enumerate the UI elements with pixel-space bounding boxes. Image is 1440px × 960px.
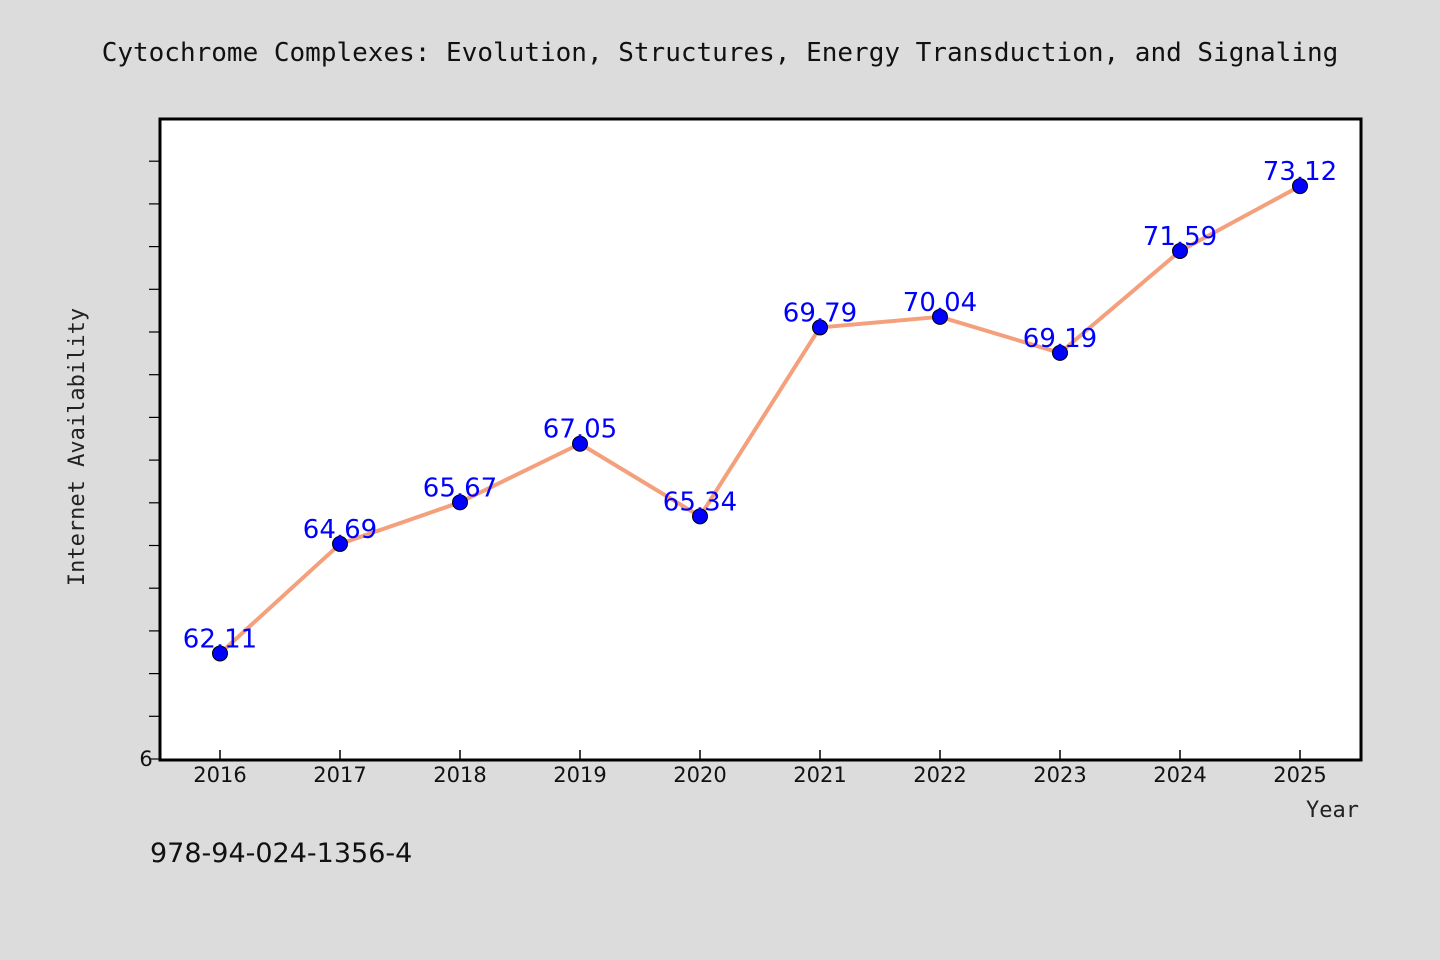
x-tick-label: 2022 [913, 763, 966, 787]
series-line [218, 184, 1301, 655]
data-point [812, 319, 828, 336]
chart-title: Cytochrome Complexes: Evolution, Structu… [102, 38, 1339, 68]
data-point [452, 494, 468, 511]
data-label: 64.69 [303, 515, 377, 545]
series-markers [212, 178, 1308, 662]
data-label: 69.19 [1023, 324, 1097, 354]
data-label: 73.12 [1263, 157, 1337, 187]
data-point [692, 508, 708, 525]
data-point [1172, 243, 1188, 260]
x-tick-label: 2023 [1033, 763, 1086, 787]
data-point [572, 435, 588, 452]
data-label: 69.79 [783, 298, 857, 328]
x-tick-label: 2017 [313, 763, 366, 787]
x-tick-label: 2025 [1273, 763, 1326, 787]
data-label: 71.59 [1143, 222, 1217, 252]
x-tick-label: 2024 [1153, 763, 1206, 787]
data-label: 67.05 [543, 415, 617, 445]
data-point [1052, 344, 1068, 361]
data-point [932, 308, 948, 325]
data-point [212, 645, 228, 662]
x-tick-label: 2019 [553, 763, 606, 787]
x-tick-label: 2020 [673, 763, 726, 787]
x-tick-label: 2018 [433, 763, 486, 787]
plot-area [158, 117, 1363, 762]
y-axis-label: Internet Availability [65, 308, 90, 586]
x-axis-label: Year [1306, 798, 1359, 823]
data-point [1292, 178, 1308, 195]
x-tick-label: 2021 [793, 763, 846, 787]
data-label: 65.67 [423, 473, 497, 503]
data-label: 70.04 [903, 288, 977, 318]
data-label: 65.34 [663, 487, 737, 517]
y-axis-ticks [149, 160, 160, 760]
isbn-text: 978-94-024-1356-4 [150, 838, 412, 869]
y-tick-label: 6 [139, 747, 152, 771]
data-labels: 62.11 64.69 65.67 67.05 65.34 69.79 70.04 69.19… [183, 157, 1337, 654]
data-label: 62.11 [183, 624, 257, 654]
data-point [332, 535, 348, 552]
x-tick-label: 2016 [193, 763, 246, 787]
x-axis-ticks: 2016 2017 2018 2019 2020 2021 2022 2023 2024 2025 [193, 750, 1327, 787]
